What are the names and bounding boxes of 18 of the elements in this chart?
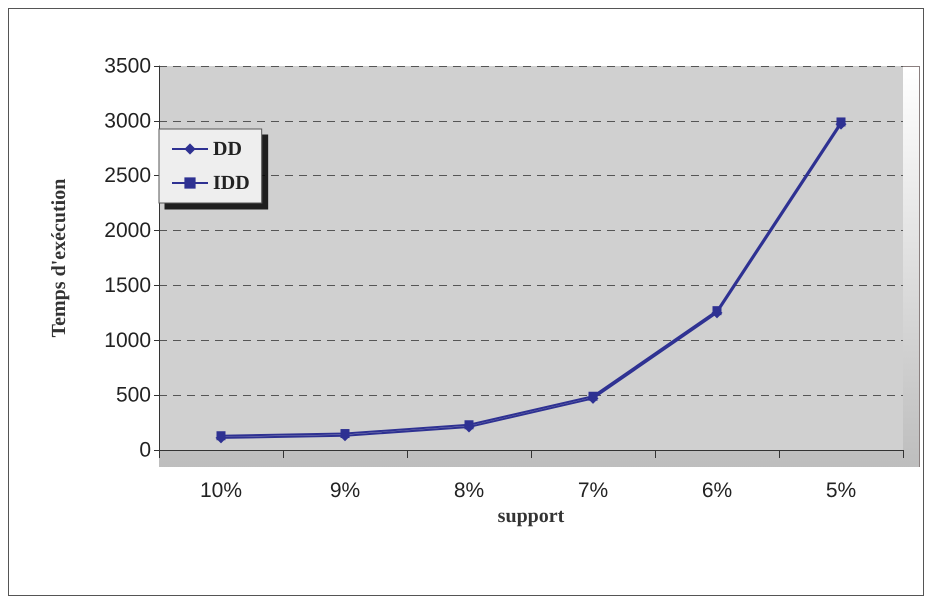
y-tick-label: 3500 — [104, 54, 151, 78]
y-tick-label: 1500 — [104, 274, 151, 297]
y-tick-label: 1000 — [104, 328, 151, 352]
y-tick-label: 2000 — [104, 219, 151, 242]
y-axis-title: Temps d'exécution — [48, 178, 70, 338]
y-tick-label: 500 — [116, 384, 151, 407]
x-axis-title: support — [498, 504, 565, 527]
x-tick-label: 7% — [578, 479, 608, 502]
y-tick-label: 0 — [139, 438, 151, 462]
x-tick-label: 8% — [454, 479, 484, 502]
y-tick-label: 3000 — [104, 109, 151, 132]
legend-label: IDD — [213, 172, 250, 194]
y-tick-label: 2500 — [104, 164, 151, 188]
x-tick-label: 6% — [702, 479, 732, 502]
x-tick-label: 5% — [826, 479, 856, 502]
legend-label: DD — [213, 138, 242, 160]
x-tick-label: 9% — [330, 479, 360, 502]
x-tick-label: 10% — [200, 479, 242, 502]
